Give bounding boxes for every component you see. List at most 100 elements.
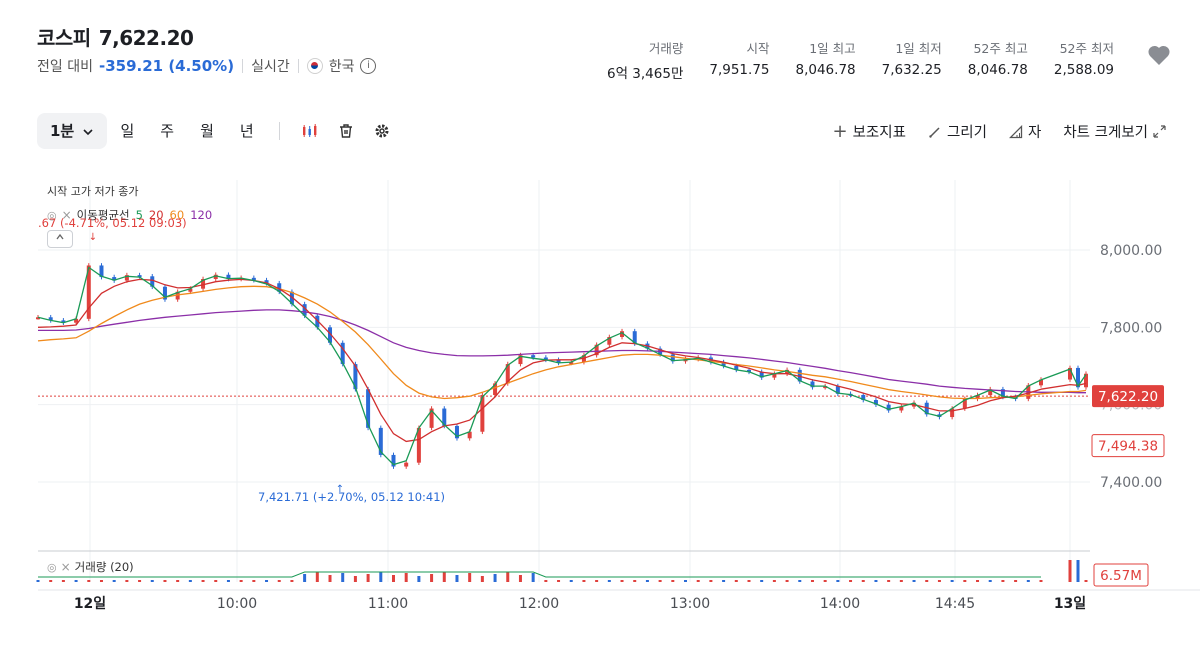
candle-body [950,408,955,418]
interval-dropdown[interactable]: 1분 [37,113,108,149]
x-axis-tick: 13:00 [670,596,710,612]
volume-bar [252,580,256,582]
close-icon[interactable]: × [61,208,72,222]
volume-bar [645,580,649,582]
candle-body [620,331,625,337]
volume-bar [518,575,522,582]
candle-body [99,265,104,278]
candle-body [924,402,929,415]
volume-bar [493,574,497,582]
volume-bar [963,580,967,582]
period-month[interactable]: 월 [200,122,214,140]
x-axis-tick: 10:00 [217,596,257,612]
volume-bar [849,580,853,582]
candle-chart-icon[interactable] [300,121,320,141]
candle-body [48,317,53,321]
volume-bar [366,574,370,582]
eye-off-icon[interactable]: ◎ [47,560,57,574]
volume-bar [1068,560,1072,582]
candle-body [264,280,269,284]
volume-bar [569,580,573,582]
divider [297,59,299,73]
candle-body [594,344,599,356]
candle-body [137,275,142,278]
volume-bar [887,580,891,582]
stat-label: 1일 최고 [809,41,856,56]
candle-body [1076,367,1080,388]
candle-body [328,327,333,343]
candle-body [340,342,345,365]
eye-off-icon[interactable]: ◎ [47,208,57,222]
period-day[interactable]: 일 [120,122,135,140]
indicators-button[interactable]: + 보조지표 [833,121,906,142]
candle-body [378,427,383,455]
volume-bar [49,580,53,582]
candle-body [899,406,904,411]
fullscreen-button[interactable]: 차트 크게보기 [1063,121,1166,142]
volume-bar [265,580,269,582]
volume-bar [188,580,192,582]
volume-tag-text: 6.57M [1100,568,1142,584]
price-chart[interactable]: ↓↑8,000.007,800.007,400.007,600.007,622.… [0,170,1200,620]
volume-bar [1084,580,1088,582]
volume-bar [633,580,637,582]
candle-body [188,288,193,292]
close-icon[interactable]: × [60,560,71,574]
volume-bar [671,580,675,582]
volume-bar [176,580,180,582]
candle-body [886,404,891,411]
volume-bar [734,580,738,582]
heart-icon[interactable] [1147,44,1171,66]
volume-tag [1093,563,1149,587]
candle-body [480,395,485,432]
stat-label: 시작 [746,41,770,56]
volume-bar [150,580,154,582]
low-marker-arrow: ↑ [336,484,344,495]
volume-bar [531,573,535,582]
candle-body [162,286,167,300]
period-year[interactable]: 년 [239,122,254,140]
ma-5: 5 [135,208,143,222]
collapse-legend-button[interactable] [47,230,73,248]
volume-bar [391,575,395,582]
candle-body [86,265,91,319]
volume-bar [1001,580,1005,582]
candle-body [150,276,155,287]
trash-icon[interactable] [336,121,356,141]
stat-item: 거래량 6억 3,465만 [607,38,683,82]
chevron-down-icon [83,128,94,135]
candle-body [493,383,498,395]
change-line: 전일 대비 -359.21 (4.50%) 실시간 한국 i [37,56,377,76]
stat-value: 8,046.78 [795,62,856,78]
volume-bar [468,573,472,582]
x-axis-tick: 14:00 [820,596,860,612]
ruler-button[interactable]: 자 [1009,121,1041,142]
volume-bar [430,574,434,582]
stat-label: 거래량 [648,41,684,56]
period-week[interactable]: 주 [160,122,175,140]
candle-body [772,373,777,378]
volume-bar [290,580,294,582]
candle-body [607,337,612,345]
candle-body [124,275,129,281]
ohlc-legend: 시작 고가 저가 종가 [47,185,139,198]
candle-body [505,364,510,384]
volume-bar [684,580,688,582]
gear-icon[interactable] [372,121,392,141]
candle-body [201,279,206,289]
draw-button[interactable]: 그리기 [928,121,987,142]
ruler-icon [1009,124,1023,138]
volume-bar [315,572,319,582]
candle-body [1000,389,1005,397]
stat-value: 6억 3,465만 [607,66,684,82]
volume-bar [544,580,548,582]
y-axis-tick: 8,000.00 [1100,243,1162,259]
volume-bar [417,576,421,582]
volume-bar [772,580,776,582]
candle-body [746,369,751,372]
candle-body [810,381,815,388]
indicators-label: 보조지표 [852,125,906,141]
stat-value: 7,632.25 [881,62,942,78]
volume-bar [239,580,243,582]
info-icon[interactable]: i [360,58,377,74]
